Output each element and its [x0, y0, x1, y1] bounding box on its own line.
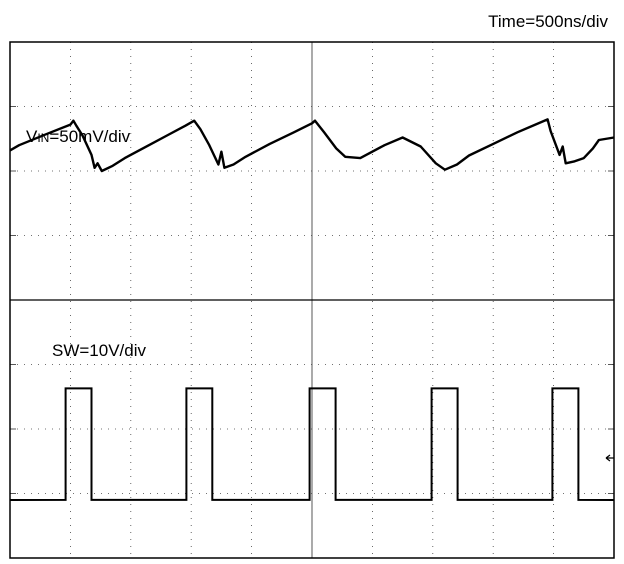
sw-scale-label: SW=10V/div [52, 341, 147, 360]
sw-node-trace [9, 387, 615, 501]
timebase-label: Time=500ns/div [488, 12, 608, 31]
vin-scale-label: VIN=50mV/div [26, 127, 131, 146]
sw-trace-line [9, 387, 615, 501]
vin-ripple-trace [9, 118, 615, 173]
trigger-level-marker [605, 454, 614, 462]
vin-trace-line [9, 118, 615, 173]
